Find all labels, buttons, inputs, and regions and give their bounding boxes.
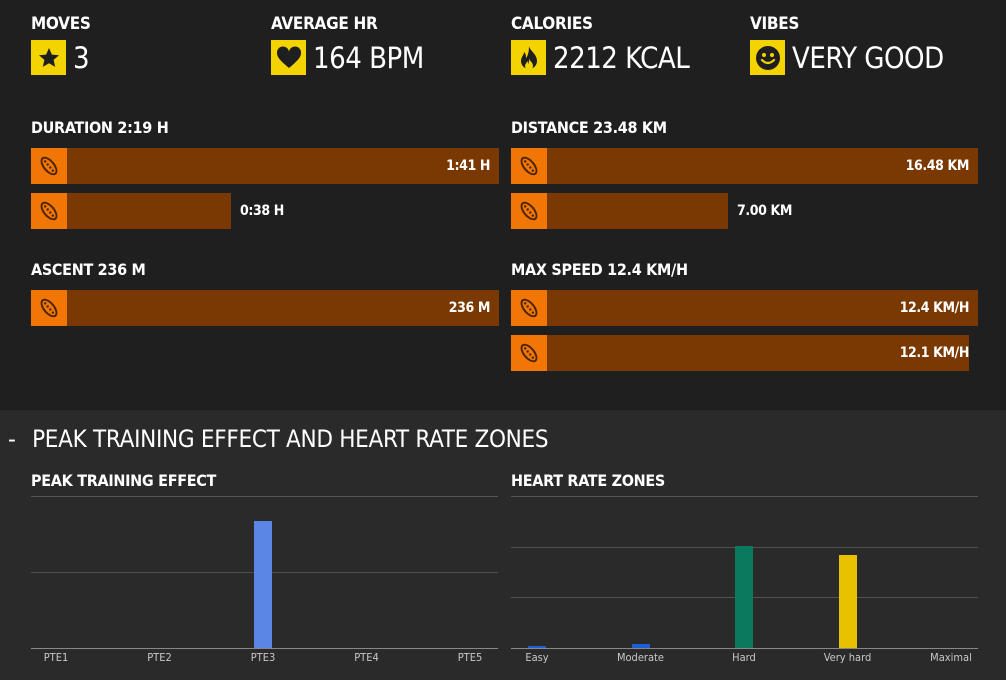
shoe-icon — [31, 193, 67, 229]
distance-bar-2 — [511, 193, 728, 229]
stat-value: 2212 KCAL — [553, 40, 690, 75]
chart-bar-hard[interactable] — [735, 546, 753, 648]
ascent-label: ASCENT 236 M — [31, 260, 146, 279]
stat-calories: CALORIES 2212 KCAL — [511, 14, 690, 75]
tick-label: PTE5 — [457, 651, 483, 664]
duration-bar-1: 1:41 H — [31, 148, 499, 184]
ascent-bar-1: 236 M — [31, 290, 499, 326]
shoe-icon — [511, 148, 547, 184]
duration-value-1: 1:41 H — [446, 158, 490, 174]
shoe-icon — [31, 148, 67, 184]
shoe-icon — [511, 290, 547, 326]
chart-bar-very-hard[interactable] — [838, 555, 857, 648]
zones-panel — [0, 410, 1006, 680]
distance-bar-1: 16.48 KM — [511, 148, 978, 184]
chart-bar-moderate[interactable] — [631, 643, 650, 648]
stat-label: CALORIES — [511, 14, 593, 34]
tick-label: Moderate — [616, 651, 665, 664]
tick-label: PTE4 — [354, 651, 379, 664]
hrz-chart-title: HEART RATE ZONES — [511, 471, 665, 490]
max-speed-value-1: 12.4 KM/H — [899, 300, 970, 316]
tick-label: PTE2 — [147, 651, 172, 664]
stat-label: AVERAGE HR — [271, 14, 378, 34]
stat-vibes: VIBES VERY GOOD — [750, 14, 944, 75]
max-speed-bar-2: 12.1 KM/H — [511, 335, 969, 371]
chart-bar-pte3[interactable] — [254, 521, 272, 648]
heart-icon — [271, 40, 306, 75]
collapse-toggle[interactable]: - — [8, 425, 16, 453]
pte-chart-title: PEAK TRAINING EFFECT — [31, 471, 217, 490]
distance-value-2: 7.00 KM — [737, 203, 792, 219]
max-speed-label: MAX SPEED 12.4 KM/H — [511, 260, 688, 279]
section-header[interactable]: - PEAK TRAINING EFFECT AND HEART RATE ZO… — [8, 425, 549, 453]
star-icon — [31, 40, 66, 75]
distance-value-1: 16.48 KM — [905, 158, 970, 174]
tick-label: Hard — [732, 651, 756, 664]
shoe-icon — [511, 193, 547, 229]
stat-label: VIBES — [750, 14, 800, 34]
duration-value-2: 0:38 H — [240, 203, 284, 219]
stat-average-hr: AVERAGE HR 164 BPM — [271, 14, 424, 75]
tick-label: Maximal — [930, 651, 972, 664]
divider — [31, 496, 498, 497]
distance-label: DISTANCE 23.48 KM — [511, 118, 667, 137]
stat-label: MOVES — [31, 14, 91, 34]
x-axis — [31, 648, 498, 649]
stat-value: 3 — [73, 40, 90, 75]
max-speed-bar-1: 12.4 KM/H — [511, 290, 978, 326]
x-axis — [511, 648, 978, 649]
flame-icon — [511, 40, 546, 75]
stat-value: VERY GOOD — [792, 40, 944, 75]
stat-moves: MOVES 3 — [31, 14, 91, 75]
max-speed-value-2: 12.1 KM/H — [899, 345, 970, 361]
duration-label: DURATION 2:19 H — [31, 118, 169, 137]
smiley-icon — [750, 40, 785, 75]
ascent-value-1: 236 M — [448, 300, 491, 316]
section-title: PEAK TRAINING EFFECT AND HEART RATE ZONE… — [32, 425, 549, 453]
divider — [511, 496, 978, 497]
shoe-icon — [31, 290, 67, 326]
tick-label: Very hard — [823, 651, 872, 664]
tick-label: PTE1 — [43, 651, 69, 664]
shoe-icon — [511, 335, 547, 371]
tick-label: Easy — [525, 651, 549, 664]
chart-bar-easy[interactable] — [528, 646, 546, 648]
tick-label: PTE3 — [250, 651, 276, 664]
duration-bar-2 — [31, 193, 231, 229]
stat-value: 164 BPM — [313, 40, 424, 75]
